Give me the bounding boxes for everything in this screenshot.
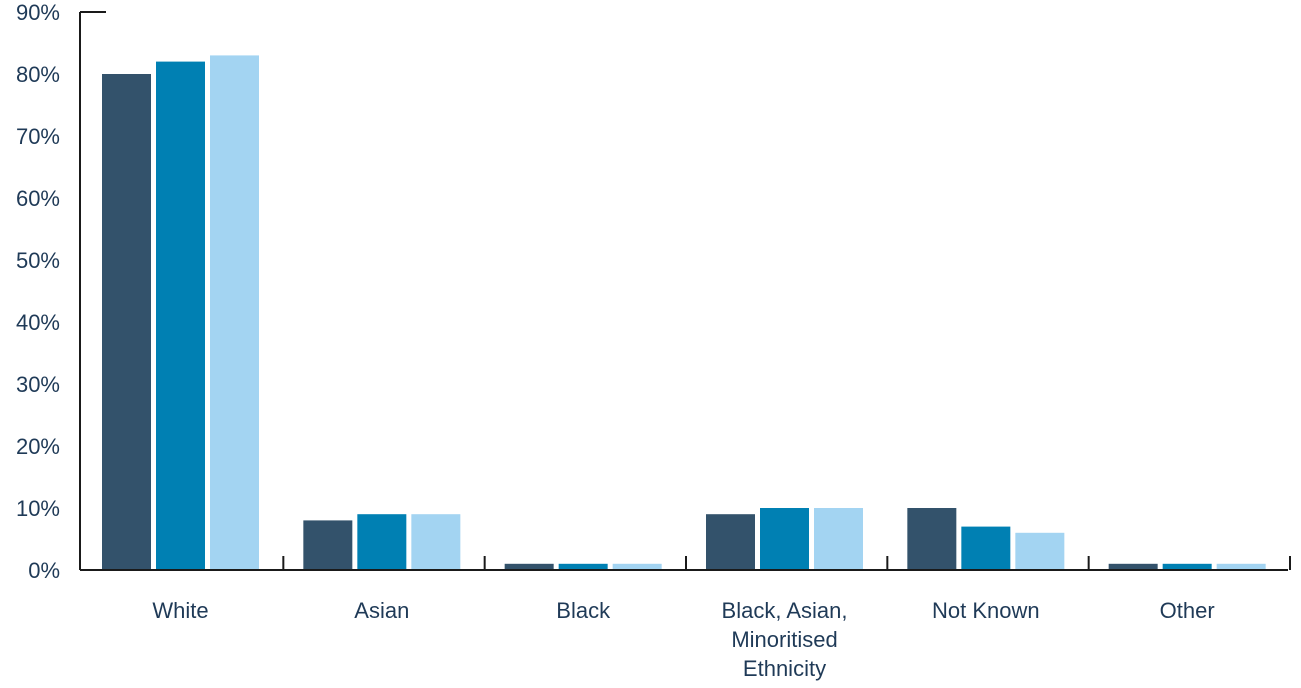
bars [102, 55, 1266, 570]
y-tick-label: 20% [16, 434, 60, 459]
y-tick-label: 80% [16, 62, 60, 87]
bar-s2-c2 [357, 514, 407, 570]
bar-s3-c6 [1216, 563, 1266, 570]
category-label: Black [556, 598, 611, 623]
bar-s3-c3 [612, 563, 662, 570]
category-label: Not Known [932, 598, 1040, 623]
category-label: Black, Asian, Minoritised Ethnicity [722, 598, 848, 681]
bar-s1-c6 [1108, 563, 1158, 570]
category-label: Asian [354, 598, 409, 623]
y-tick-label: 60% [16, 186, 60, 211]
bar-s3-c1 [210, 55, 259, 570]
y-tick-label: 30% [16, 372, 60, 397]
bar-s2-c3 [558, 563, 608, 570]
bar-s2-c1 [156, 61, 205, 570]
bar-s2-c4 [760, 508, 809, 570]
category-label: Other [1160, 598, 1215, 623]
y-tick-label: 10% [16, 496, 60, 521]
axes [79, 11, 1291, 571]
bar-s3-c4 [814, 508, 863, 570]
bar-s1-c4 [706, 514, 755, 570]
bar-s3-c2 [411, 514, 461, 570]
y-tick-label: 50% [16, 248, 60, 273]
bar-s1-c1 [102, 74, 151, 570]
bar-s2-c6 [1162, 563, 1212, 570]
labels: 0% 10% 20% 30% 40% 50% 60% 70% 80% 90% White Asian B… [16, 0, 1215, 681]
bar-s1-c2 [303, 520, 353, 570]
y-tick-label: 90% [16, 0, 60, 25]
bar-s1-c5 [907, 508, 957, 570]
category-label: White [152, 598, 208, 623]
y-tick-label: 40% [16, 310, 60, 335]
bar-s2-c5 [961, 526, 1011, 570]
bar-s3-c5 [1015, 532, 1065, 570]
bar-s1-c3 [504, 563, 554, 570]
y-tick-label: 70% [16, 124, 60, 149]
y-tick-label: 0% [28, 558, 60, 583]
